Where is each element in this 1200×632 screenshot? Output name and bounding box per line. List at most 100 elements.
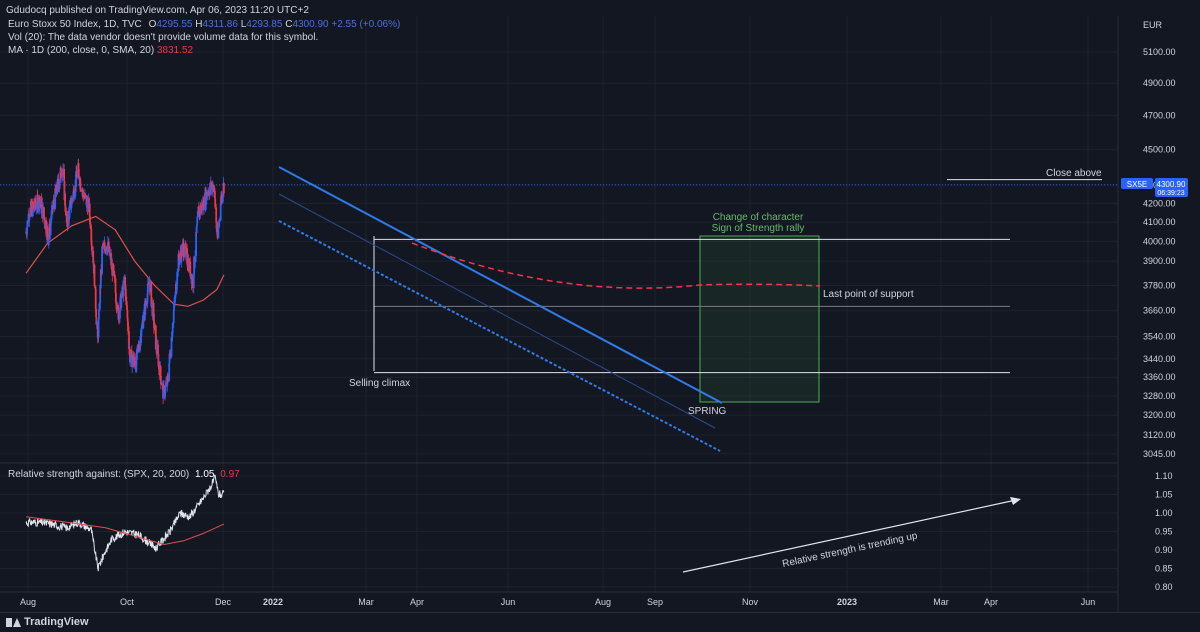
candle-body [95, 308, 97, 318]
rs-trend-arrow[interactable] [682, 499, 1017, 573]
candle-body [97, 319, 100, 338]
candle-body [182, 243, 185, 257]
candle-body [117, 305, 119, 311]
price-axis-tick: 3440.00 [1143, 354, 1176, 364]
candle-body [128, 331, 130, 349]
candle-body [129, 357, 132, 363]
legend-open-label: O [148, 19, 157, 30]
last-price-tag: SX5E 4300.90 06:39:23 [1121, 178, 1188, 197]
candle-body [196, 223, 198, 227]
annotation-last-point-of-support[interactable]: Last point of support [823, 289, 914, 300]
candle-body [77, 163, 80, 170]
annotation-close-above[interactable]: Close above [1046, 168, 1102, 179]
candle-body [69, 203, 71, 207]
candle-body [208, 188, 211, 196]
candle-body [150, 282, 153, 307]
symbol-tag-bg [1121, 178, 1153, 189]
candle-body [162, 385, 165, 387]
candle-body [114, 278, 117, 293]
candle-body [166, 375, 169, 386]
annotation-change-of-character[interactable]: Change of character [713, 212, 804, 223]
annotation-spring[interactable]: SPRING [688, 406, 727, 417]
time-axis-tick: 2022 [263, 597, 283, 607]
resistance-curve[interactable] [411, 242, 821, 289]
annotation-selling-climax[interactable]: Selling climax [349, 378, 410, 389]
candle-body [122, 280, 125, 297]
drawings [0, 166, 1118, 573]
candle-body [178, 258, 181, 265]
candle-body [144, 300, 147, 316]
candle-body [79, 179, 82, 189]
legend-ma-row[interactable]: MA · 1D (200, close, 0, SMA, 20) 3831.52 [8, 45, 193, 56]
candle-body [126, 310, 129, 318]
candle-body [91, 250, 94, 252]
legend-rs-row[interactable]: Relative strength against: (SPX, 20, 200… [8, 469, 240, 480]
rs-line[interactable] [25, 474, 225, 572]
rs-ma-line[interactable] [26, 516, 225, 546]
time-axis-tick: Aug [595, 597, 611, 607]
price-tag-value: 4300.90 [1157, 180, 1186, 189]
change-of-character-box[interactable] [699, 235, 820, 403]
candle-body [35, 207, 38, 209]
candle-body [133, 360, 136, 367]
candle-body [60, 167, 62, 178]
published-by: Gdudocq published on TradingView.com, Ap… [6, 5, 309, 16]
candle-body [168, 363, 171, 381]
candle-body [214, 190, 216, 199]
legend-low-label: L [240, 19, 247, 30]
time-axis-tick: Apr [984, 597, 998, 607]
candle-body [99, 285, 102, 303]
candle-body [26, 220, 29, 227]
candle-body [218, 220, 221, 222]
candle-body [131, 359, 134, 368]
candle-body [189, 262, 192, 277]
candle-body [113, 276, 116, 279]
candle-body [75, 171, 78, 177]
price-axis-tick: 4500.00 [1143, 145, 1176, 155]
candle-body [177, 270, 180, 272]
candle-body [77, 169, 80, 179]
candle-body [192, 275, 195, 288]
price-axis-tick: 3280.00 [1143, 391, 1176, 401]
time-axis-tick: Jun [1081, 597, 1096, 607]
legend-high-label: H [195, 19, 203, 30]
candle-body [152, 303, 155, 314]
candle-body [135, 353, 138, 372]
legend-ma-label: MA · 1D (200, close, 0, SMA, 20) [8, 45, 155, 56]
tradingview-logo[interactable]: TradingView [6, 616, 89, 628]
legend-low: 4293.85 [246, 19, 283, 30]
candle-body [171, 323, 174, 333]
candle-body [189, 273, 192, 277]
price-axis-tick: 5100.00 [1143, 47, 1176, 57]
candle-body [34, 198, 37, 206]
candle-body [88, 204, 91, 217]
channel-mid-line [278, 193, 716, 429]
legend-volume-row[interactable]: Vol (20): The data vendor doesn't provid… [8, 32, 319, 43]
candle-body [58, 182, 61, 189]
legend-open: 4295.55 [156, 19, 193, 30]
price-axis-tick: 4900.00 [1143, 78, 1176, 88]
price-axis-tick: 3900.00 [1143, 256, 1176, 266]
candle-body [26, 226, 28, 235]
channel-upper-line[interactable] [278, 166, 723, 404]
annotation-sign-of-strength[interactable]: Sign of Strength rally [712, 223, 805, 234]
candle-body [194, 256, 196, 263]
channel-lower-line[interactable] [278, 220, 721, 452]
price-axis-tick: 4700.00 [1143, 111, 1176, 121]
candle-body [63, 169, 65, 181]
candle-body [165, 381, 167, 385]
legend-rs-label: Relative strength against: (SPX, 20, 200… [8, 469, 190, 480]
candle-body [30, 204, 33, 217]
candle-body [203, 209, 205, 210]
candle-body [184, 247, 187, 250]
symbol-tag: SX5E [1127, 180, 1147, 189]
candle-body [65, 211, 68, 215]
candle-body [103, 242, 106, 248]
time-axis-tick: Dec [215, 597, 232, 607]
candle-body [112, 264, 115, 271]
price-axis-tick: 3780.00 [1143, 280, 1176, 290]
candle-body [95, 323, 98, 325]
legend-symbol[interactable]: Euro Stoxx 50 Index, 1D, TVC [8, 19, 142, 30]
